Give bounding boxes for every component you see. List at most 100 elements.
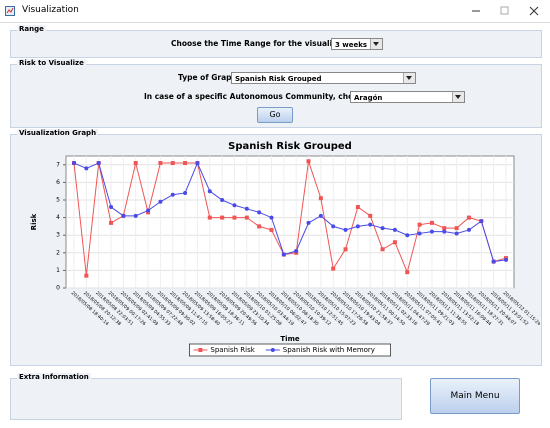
point [170, 161, 175, 166]
point [405, 233, 410, 238]
point [392, 227, 397, 232]
chart-title: Spanish Risk Grouped [228, 141, 352, 152]
community-combo[interactable]: Aragón [350, 91, 465, 103]
legend: Spanish Risk Spanish Risk with Memory [188, 343, 391, 357]
app-icon [5, 6, 15, 16]
point [429, 229, 434, 234]
point [133, 161, 138, 166]
range-combo[interactable]: 3 weeks [331, 38, 383, 50]
type-label: Type of Graph [178, 73, 237, 82]
extra-group: Extra Information [10, 373, 402, 420]
combo-value: Aragón [354, 94, 383, 102]
point [257, 210, 262, 215]
group-legend: Range [17, 25, 46, 33]
point [195, 161, 200, 166]
point [220, 198, 225, 202]
point [232, 203, 237, 208]
combo-arrow[interactable] [403, 73, 415, 83]
point [72, 161, 76, 166]
series-line [73, 161, 507, 276]
point [479, 219, 484, 224]
legend-label: Spanish Risk [210, 346, 255, 354]
point [294, 249, 299, 254]
legend-marker [198, 348, 203, 352]
point [207, 189, 212, 194]
group-legend: Extra Information [17, 373, 91, 381]
point [84, 273, 89, 278]
y-axis-label: Risk [30, 213, 38, 230]
y-tick-label: 7 [56, 161, 60, 168]
point [109, 205, 114, 210]
point [405, 270, 410, 275]
combo-arrow[interactable] [370, 39, 382, 49]
range-group: Range Choose the Time Range for the visu… [10, 25, 542, 58]
point [158, 199, 163, 204]
community-label: In case of a specific Autonomous Communi… [144, 92, 390, 101]
main-menu-button[interactable]: Main Menu [430, 378, 520, 414]
point [318, 213, 323, 218]
point [466, 227, 471, 232]
group-legend: Risk to Visualize [17, 59, 86, 67]
go-button[interactable]: Go [257, 107, 293, 123]
point [442, 229, 447, 234]
point [257, 224, 262, 229]
y-tick-label: 4 [56, 214, 60, 221]
type-combo[interactable]: Spanish Risk Grouped [231, 72, 416, 84]
legend-marker [270, 348, 275, 352]
y-tick-label: 0 [56, 285, 60, 292]
point [368, 222, 373, 227]
chart: Spanish Risk Grouped Risk Time 012345672… [30, 141, 540, 357]
point [454, 226, 459, 231]
series-line [73, 161, 507, 263]
point [121, 213, 126, 218]
point [183, 190, 188, 195]
point [331, 224, 336, 229]
point [429, 220, 434, 225]
point [207, 215, 212, 220]
point [318, 196, 323, 201]
point [146, 208, 151, 213]
point [368, 213, 373, 218]
combo-arrow[interactable] [452, 92, 464, 102]
range-label: Choose the Time Range for the visualizat… [171, 39, 359, 48]
point [244, 215, 249, 220]
point [355, 224, 360, 229]
risk-group: Risk to Visualize Type of Graph Spanish … [10, 59, 542, 128]
legend-label: Spanish Risk with Memory [283, 346, 375, 354]
y-tick-label: 2 [56, 249, 60, 256]
point [442, 226, 447, 231]
point [466, 215, 471, 220]
point [269, 227, 274, 232]
x-axis-label: Time [280, 335, 299, 343]
point [417, 231, 422, 236]
point [454, 231, 459, 236]
y-tick-label: 3 [56, 232, 60, 239]
point [84, 166, 89, 171]
legend-box [188, 343, 391, 357]
y-tick-label: 5 [56, 197, 60, 204]
point [158, 161, 163, 166]
point [380, 226, 385, 231]
point [355, 205, 360, 210]
point [343, 227, 348, 232]
combo-value: Spanish Risk Grouped [235, 75, 322, 83]
point [306, 220, 311, 225]
point [380, 247, 385, 252]
point [170, 192, 175, 197]
point [504, 257, 508, 262]
point [343, 247, 348, 252]
point [306, 159, 311, 164]
point [96, 161, 101, 166]
y-tick-label: 6 [56, 179, 60, 186]
point [220, 215, 225, 220]
y-tick-label: 1 [56, 267, 60, 274]
group-legend: Visualization Graph [17, 129, 99, 137]
window-controls[interactable] [460, 5, 545, 17]
point [133, 213, 138, 218]
point [109, 220, 114, 225]
title-bar: Visualization [0, 0, 550, 23]
point [417, 222, 422, 227]
point [331, 266, 336, 271]
point [183, 161, 188, 166]
